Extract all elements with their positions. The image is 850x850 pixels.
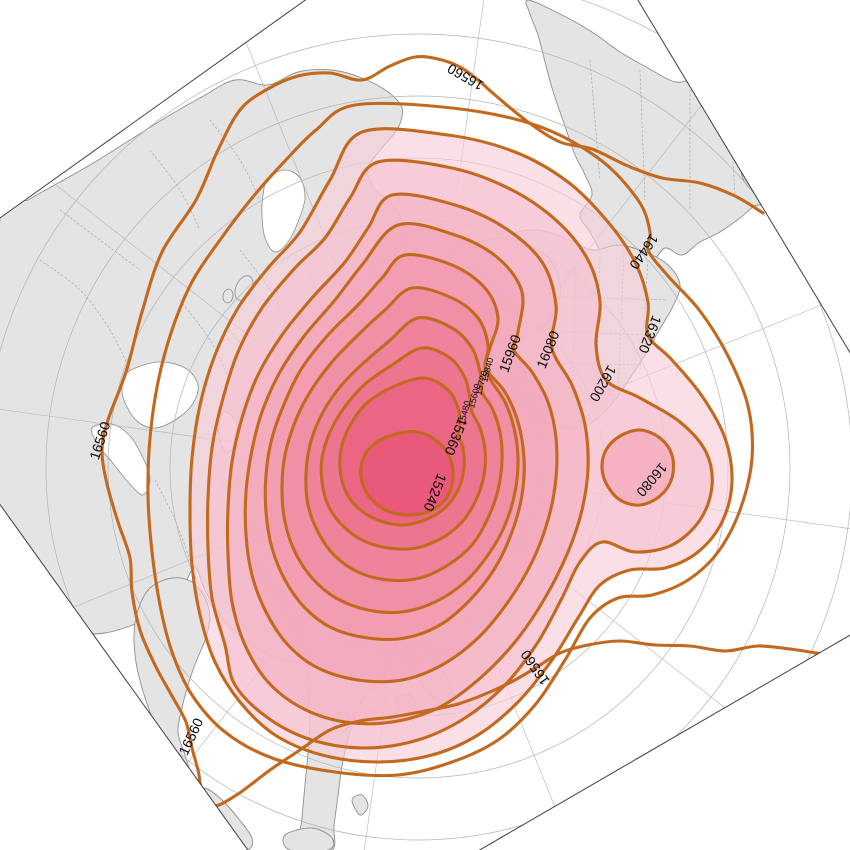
contour-fill-layer <box>190 128 733 762</box>
political-border <box>589 59 601 181</box>
contour-band-16080 <box>601 429 674 506</box>
contour-label: 16560 <box>444 60 486 93</box>
contour-line-16440 <box>146 101 755 778</box>
contour-line-layer <box>100 55 824 808</box>
land-luzon <box>351 794 369 816</box>
contour-line-16320 <box>188 127 734 764</box>
contour-line-15600 <box>304 316 504 583</box>
contour-line-15360 <box>338 376 466 527</box>
island <box>222 288 234 304</box>
latitude-circle <box>45 95 791 841</box>
contour-line-15720 <box>280 286 520 615</box>
political-border <box>639 69 646 201</box>
political-border <box>39 259 131 371</box>
contour-band-15240 <box>360 431 454 516</box>
contour-line-15480 <box>319 346 487 551</box>
contour-line-16200 <box>205 158 714 750</box>
land-borneo <box>282 827 335 850</box>
latitude-circle <box>0 33 850 850</box>
contour-line-15240 <box>359 430 455 517</box>
contour-line-16080 <box>225 192 590 726</box>
political-border <box>154 479 191 561</box>
contour-line-16560 <box>100 55 824 808</box>
baltic-sea <box>261 169 306 253</box>
contour-line-16080 <box>600 428 676 507</box>
contour-label: 16560 <box>175 715 206 757</box>
contour-line-15960 <box>243 222 559 684</box>
